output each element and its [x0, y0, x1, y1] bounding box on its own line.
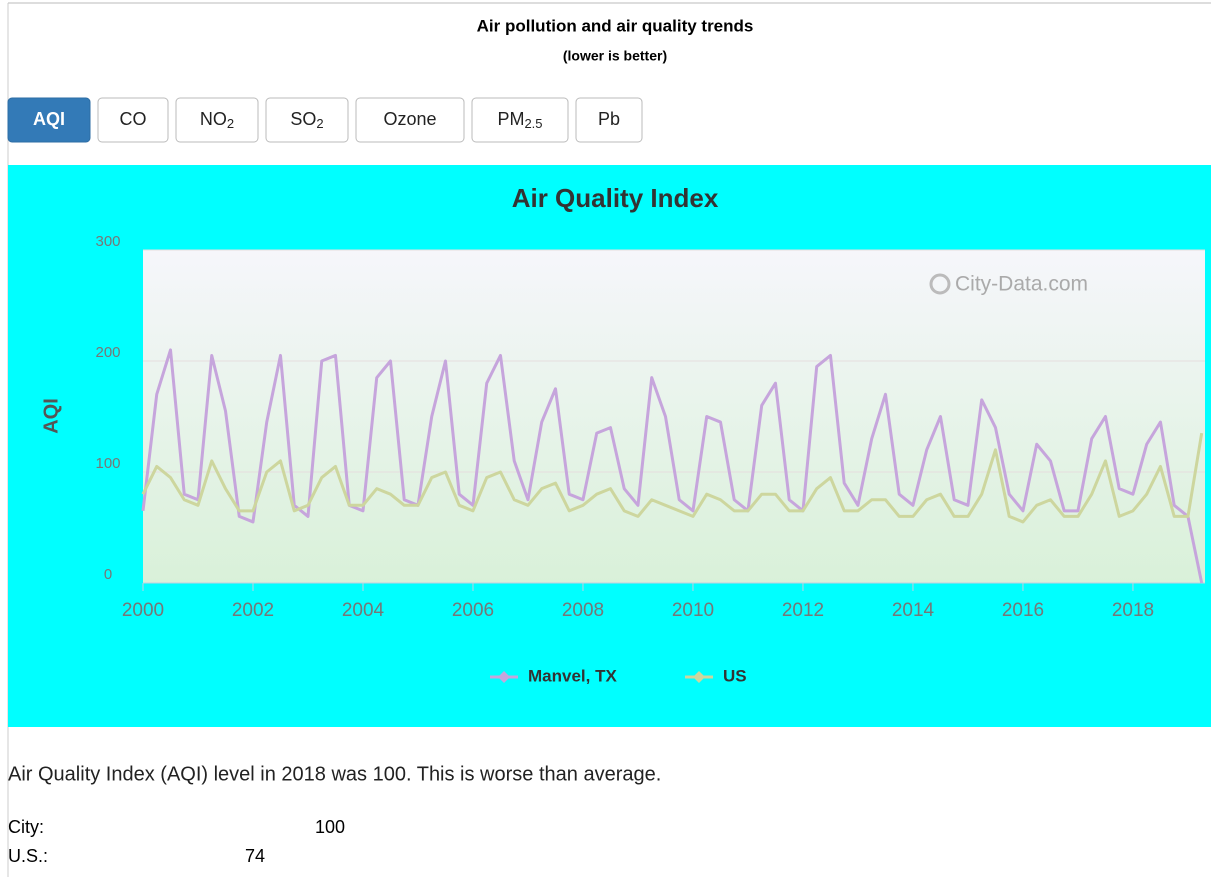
- x-tick-label: 2000: [122, 600, 164, 621]
- tab-label: PM2.5: [497, 109, 542, 132]
- tab-label-text: PM: [497, 109, 524, 129]
- legend-label: Manvel, TX: [528, 666, 617, 685]
- tab[interactable]: Ozone: [355, 97, 465, 143]
- legend-marker: [693, 671, 705, 683]
- chart-title: Air Quality Index: [512, 183, 719, 213]
- tab[interactable]: AQI: [7, 97, 91, 143]
- y-tick-label: 0: [104, 566, 112, 583]
- tab-label: Pb: [598, 109, 620, 129]
- x-tick-label: 2018: [1112, 600, 1154, 621]
- plot-area: [143, 250, 1205, 583]
- chart: 0 100 200 300 2000 2002 2004 2006 2008 2010 2012 20…: [95, 233, 1205, 685]
- tab[interactable]: CO: [97, 97, 169, 143]
- tab-box: [575, 97, 643, 143]
- tab-label: AQI: [33, 109, 65, 129]
- tab[interactable]: Pb: [575, 97, 643, 143]
- y-tick-label: 300: [95, 233, 120, 250]
- x-tick-label: 2008: [562, 600, 604, 621]
- summary: Air Quality Index (AQI) level in 2018 wa…: [8, 763, 661, 785]
- tab-label: NO2: [200, 109, 234, 132]
- y-axis-label: AQI: [40, 398, 62, 434]
- tab-label-text: Pb: [598, 109, 620, 129]
- y-tick-label: 100: [95, 455, 120, 472]
- row-label: U.S.:: [8, 846, 48, 866]
- tab-box: [471, 97, 569, 143]
- tab-label-text: CO: [120, 109, 147, 129]
- row-value: 74: [245, 846, 265, 866]
- x-tick-label: 2002: [232, 600, 274, 621]
- watermark-icon: [929, 273, 951, 295]
- row-value: 100: [315, 817, 345, 837]
- tab-label-sub: 2: [227, 116, 234, 131]
- x-tick-label: 2010: [672, 600, 714, 621]
- watermark: City-Data.com: [955, 273, 1088, 296]
- tab[interactable]: SO2: [265, 97, 349, 143]
- row-label: City:: [8, 817, 44, 837]
- page-title: Air pollution and air quality trends: [477, 16, 754, 35]
- tab-box: [355, 97, 465, 143]
- tab-bar: AQI CO NO2 SO2 Ozone PM2.5 Pb: [7, 97, 643, 143]
- tab[interactable]: PM2.5: [471, 97, 569, 143]
- tab-box: [175, 97, 259, 143]
- tab-label-sub: 2.5: [524, 116, 542, 131]
- series-line: [141, 432, 1204, 524]
- x-tick-label: 2012: [782, 600, 824, 621]
- x-tick-label: 2004: [342, 600, 385, 621]
- series-line: [141, 348, 1204, 584]
- tab-label-text: SO: [290, 109, 316, 129]
- page-subtitle: (lower is better): [563, 48, 667, 64]
- tab-box: [7, 97, 91, 143]
- tab-label-sub: 2: [316, 116, 323, 131]
- tab[interactable]: NO2: [175, 97, 259, 143]
- tab-label: CO: [120, 109, 147, 129]
- x-tick-label: 2006: [452, 600, 494, 621]
- tab-box: [265, 97, 349, 143]
- x-tick-label: 2014: [892, 600, 935, 621]
- tab-label-text: AQI: [33, 109, 65, 129]
- tab-label: Ozone: [383, 109, 436, 129]
- tab-label-text: NO: [200, 109, 227, 129]
- x-tick-label: 2016: [1002, 600, 1044, 621]
- legend-marker: [498, 671, 510, 683]
- tab-label-text: Ozone: [383, 109, 436, 129]
- y-tick-label: 200: [95, 344, 120, 361]
- tab-label: SO2: [290, 109, 323, 132]
- legend-label: US: [723, 666, 747, 685]
- tab-box: [97, 97, 169, 143]
